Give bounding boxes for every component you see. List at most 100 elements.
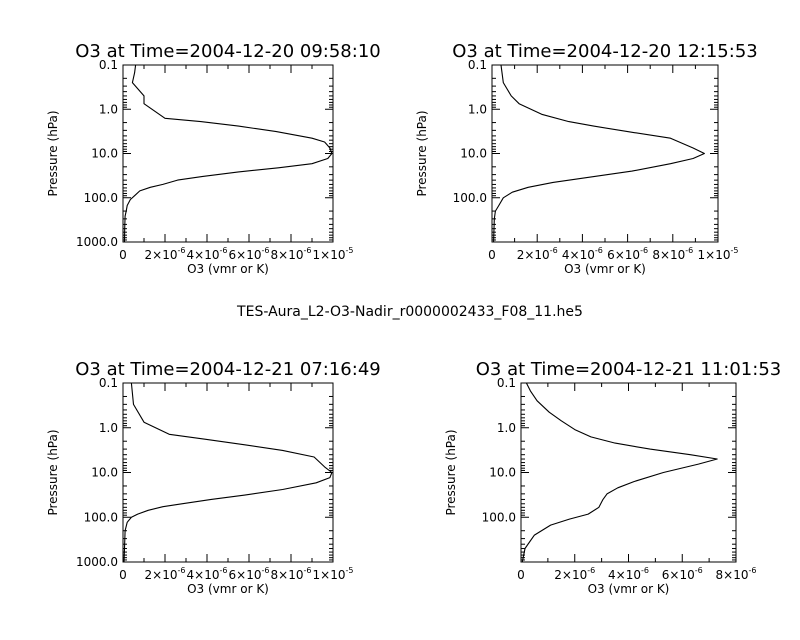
x-tick-label: 1×10-5: [698, 246, 739, 262]
x-tick-exponent: -6: [219, 566, 227, 575]
x-tick-exponent: -6: [595, 246, 603, 255]
x-tick-exponent: -6: [640, 246, 648, 255]
x-tick-exponent: -6: [641, 566, 649, 575]
x-tick-label: 2×10-6: [517, 246, 558, 262]
x-tick-mantissa: 0: [488, 248, 496, 262]
x-tick-label: 6×10-6: [607, 246, 648, 262]
y-tick-label: 0.1: [99, 376, 118, 390]
plot-frame: [520, 382, 737, 563]
x-axis-label: O3 (vmr or K): [588, 582, 670, 596]
x-tick-label: 1×10-5: [313, 246, 354, 262]
x-tick-mantissa: 0: [517, 568, 525, 582]
x-tick-mantissa: 6×10: [662, 568, 695, 582]
x-tick-label: 2×10-6: [145, 246, 186, 262]
x-tick-mantissa: 6×10: [607, 248, 640, 262]
chart-title: O3 at Time=2004-12-20 12:15:53: [452, 41, 757, 62]
x-tick-mantissa: 2×10: [517, 248, 550, 262]
x-axis-label: O3 (vmr or K): [187, 582, 269, 596]
x-tick-label: 2×10-6: [554, 566, 595, 582]
x-tick-mantissa: 8×10: [271, 568, 304, 582]
x-tick-label: 0: [119, 248, 127, 262]
x-tick-exponent: -6: [177, 246, 185, 255]
y-tick-label: 100.0: [84, 191, 118, 205]
o3-profile-line: [521, 382, 718, 563]
plot-frame: [122, 64, 334, 243]
x-tick-label: 4×10-6: [562, 246, 603, 262]
x-tick-label: 2×10-6: [145, 566, 186, 582]
chart-panel-4: O3 at Time=2004-12-21 11:01:530.1 1.0 10.0…: [444, 359, 781, 596]
y-tick-label: 0.1: [468, 58, 487, 72]
y-tick-label: 100.0: [453, 191, 487, 205]
x-tick-exponent: -5: [730, 246, 738, 255]
y-tick-label: 1.0: [99, 102, 118, 116]
y-tick-label: 1000.0: [76, 235, 118, 249]
y-tick-label: 100.0: [482, 510, 516, 524]
x-tick-exponent: -6: [748, 566, 756, 575]
x-tick-exponent: -6: [685, 246, 693, 255]
x-tick-exponent: -5: [345, 566, 353, 575]
x-tick-label: 8×10-6: [271, 566, 312, 582]
x-tick-mantissa: 2×10: [145, 248, 178, 262]
chart-title: O3 at Time=2004-12-21 11:01:53: [476, 359, 781, 380]
x-tick-mantissa: 4×10: [187, 568, 220, 582]
x-axis-label: O3 (vmr or K): [564, 262, 646, 276]
x-tick-exponent: -6: [177, 566, 185, 575]
chart-panel-3: O3 at Time=2004-12-21 07:16:490.1 1.0 10.0…: [46, 359, 381, 596]
o3-profile-line: [493, 64, 705, 243]
y-tick-label: 0.1: [497, 376, 516, 390]
x-tick-mantissa: 8×10: [271, 248, 304, 262]
y-tick-label: 100.0: [84, 510, 118, 524]
x-tick-mantissa: 6×10: [229, 248, 262, 262]
x-axis-label: O3 (vmr or K): [187, 262, 269, 276]
x-tick-mantissa: 6×10: [229, 568, 262, 582]
x-tick-label: 6×10-6: [229, 566, 270, 582]
x-tick-label: 0: [488, 248, 496, 262]
x-tick-mantissa: 1×10: [313, 568, 346, 582]
x-tick-label: 0: [517, 568, 525, 582]
y-tick-label: 10.0: [91, 147, 118, 161]
y-axis-label: Pressure (hPa): [444, 429, 458, 515]
x-tick-label: 4×10-6: [187, 246, 228, 262]
x-tick-mantissa: 4×10: [187, 248, 220, 262]
x-tick-exponent: -6: [303, 246, 311, 255]
x-tick-label: 6×10-6: [229, 246, 270, 262]
x-tick-mantissa: 0: [119, 248, 127, 262]
y-tick-label: 0.1: [99, 58, 118, 72]
x-tick-mantissa: 8×10: [652, 248, 685, 262]
footer-filename: TES-Aura_L2-O3-Nadir_r0000002433_F08_11.…: [236, 304, 583, 320]
x-tick-exponent: -6: [587, 566, 595, 575]
x-tick-exponent: -6: [261, 566, 269, 575]
chart-panel-2: O3 at Time=2004-12-20 12:15:530.1 1.0 10.0…: [415, 41, 758, 276]
x-tick-mantissa: 2×10: [554, 568, 587, 582]
x-tick-label: 8×10-6: [652, 246, 693, 262]
x-tick-label: 8×10-6: [716, 566, 757, 582]
o3-profile-line: [123, 382, 333, 563]
y-axis-label: Pressure (hPa): [46, 110, 60, 196]
y-tick-label: 10.0: [91, 466, 118, 480]
chart-panel-1: O3 at Time=2004-12-20 09:58:100.1 1.0 10.0…: [46, 41, 381, 276]
x-tick-mantissa: 8×10: [716, 568, 749, 582]
x-tick-mantissa: 4×10: [562, 248, 595, 262]
x-tick-label: 1×10-5: [313, 566, 354, 582]
x-tick-mantissa: 2×10: [145, 568, 178, 582]
chart-title: O3 at Time=2004-12-21 07:16:49: [75, 359, 380, 380]
x-tick-exponent: -6: [261, 246, 269, 255]
o3-profile-line: [123, 64, 333, 243]
y-tick-label: 1.0: [99, 421, 118, 435]
chart-title: O3 at Time=2004-12-20 09:58:10: [75, 41, 380, 62]
x-tick-exponent: -6: [695, 566, 703, 575]
x-tick-label: 4×10-6: [608, 566, 649, 582]
y-axis-label: Pressure (hPa): [415, 110, 429, 196]
x-tick-mantissa: 1×10: [313, 248, 346, 262]
x-tick-exponent: -6: [550, 246, 558, 255]
x-tick-mantissa: 0: [119, 568, 127, 582]
plot-frame: [122, 382, 334, 563]
x-tick-label: 4×10-6: [187, 566, 228, 582]
y-tick-label: 1000.0: [76, 555, 118, 569]
x-tick-exponent: -6: [219, 246, 227, 255]
plot-frame: [491, 64, 719, 243]
x-tick-exponent: -6: [303, 566, 311, 575]
x-tick-mantissa: 1×10: [698, 248, 731, 262]
y-tick-label: 10.0: [460, 147, 487, 161]
